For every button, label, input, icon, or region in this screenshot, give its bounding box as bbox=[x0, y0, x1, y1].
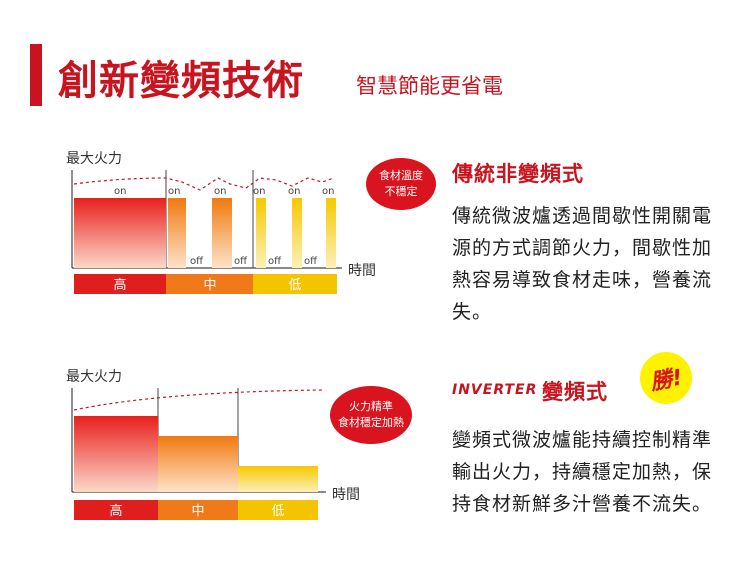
traditional-xlabel: 時間 bbox=[348, 263, 376, 279]
traditional-description: 傳統微波爐透過間歇性開關電源的方式調節火力，間歇性加熱容易導致食材走味，營養流失… bbox=[452, 205, 713, 323]
inverter-diagram: 高 中 低 bbox=[71, 388, 326, 520]
inverter-band-mid bbox=[158, 500, 238, 520]
traditional-bar-low-1 bbox=[256, 198, 266, 268]
inverter-bar-mid bbox=[158, 436, 238, 492]
traditional-temp-line bbox=[73, 177, 335, 191]
traditional-bar-mid-2 bbox=[212, 198, 232, 268]
traditional-bar-low-3 bbox=[326, 198, 336, 268]
traditional-bar-mid-1 bbox=[168, 198, 186, 268]
title-accent-bar bbox=[30, 44, 42, 106]
inverter-xlabel: 時間 bbox=[332, 487, 360, 503]
traditional-diagram: on on on on on on off off off off 高 中 低 bbox=[71, 170, 342, 294]
inverter-bubble-line2: 食材穩定加熱 bbox=[338, 416, 404, 429]
traditional-band-low bbox=[253, 274, 337, 294]
traditional-bubble-line2: 不穩定 bbox=[384, 185, 418, 198]
off-label-2: off bbox=[234, 256, 248, 267]
traditional-bar-high bbox=[74, 198, 166, 268]
traditional-band-label-low: 低 bbox=[288, 278, 301, 293]
inverter-band-label-mid: 中 bbox=[191, 504, 204, 519]
inverter-band-low bbox=[238, 500, 318, 520]
traditional-bar-low-2 bbox=[292, 198, 302, 268]
off-label-3: off bbox=[268, 256, 282, 267]
traditional-bubble: 食材溫度 不穩定 bbox=[366, 158, 436, 210]
traditional-band-label-mid: 中 bbox=[203, 278, 216, 293]
inverter-bubble-line1: 火力精準 bbox=[349, 400, 393, 413]
inverter-description: 變頻式微波爐能持續控制精準輸出火力，持續穩定加熱，保持食材新鮮多汁營養不流失。 bbox=[452, 429, 713, 515]
traditional-heading: 傳統非變頻式 bbox=[452, 162, 584, 186]
traditional-ylabel: 最大火力 bbox=[66, 151, 122, 167]
traditional-bubble-line1: 食材溫度 bbox=[379, 169, 423, 182]
traditional-band-mid bbox=[166, 274, 253, 294]
on-label-1: on bbox=[114, 186, 126, 197]
inverter-band-label-low: 低 bbox=[271, 504, 284, 519]
traditional-band-high bbox=[74, 274, 166, 294]
inverter-temp-line bbox=[73, 389, 323, 411]
on-label-5: on bbox=[288, 186, 300, 197]
win-badge: 勝! bbox=[635, 347, 697, 409]
on-label-6: on bbox=[322, 186, 334, 197]
traditional-band-label-high: 高 bbox=[113, 277, 126, 293]
inverter-band-label-high: 高 bbox=[109, 503, 122, 519]
on-label-2: on bbox=[168, 186, 180, 197]
inverter-ylabel: 最大火力 bbox=[66, 369, 122, 385]
inverter-heading: 變頻式 bbox=[542, 380, 608, 404]
page-title: 創新變頻技術 bbox=[58, 58, 304, 104]
inverter-bubble: 火力精準 食材穩定加熱 bbox=[330, 386, 412, 444]
inverter-bar-low bbox=[238, 466, 318, 492]
inverter-band-high bbox=[74, 500, 158, 520]
inverter-logo: INVERTER bbox=[452, 382, 538, 398]
inverter-bar-high bbox=[74, 416, 158, 492]
on-label-4: on bbox=[253, 186, 265, 197]
off-label-4: off bbox=[304, 256, 318, 267]
on-label-3: on bbox=[214, 186, 226, 197]
page-subtitle: 智慧節能更省電 bbox=[356, 74, 503, 98]
off-label-1: off bbox=[190, 256, 204, 267]
